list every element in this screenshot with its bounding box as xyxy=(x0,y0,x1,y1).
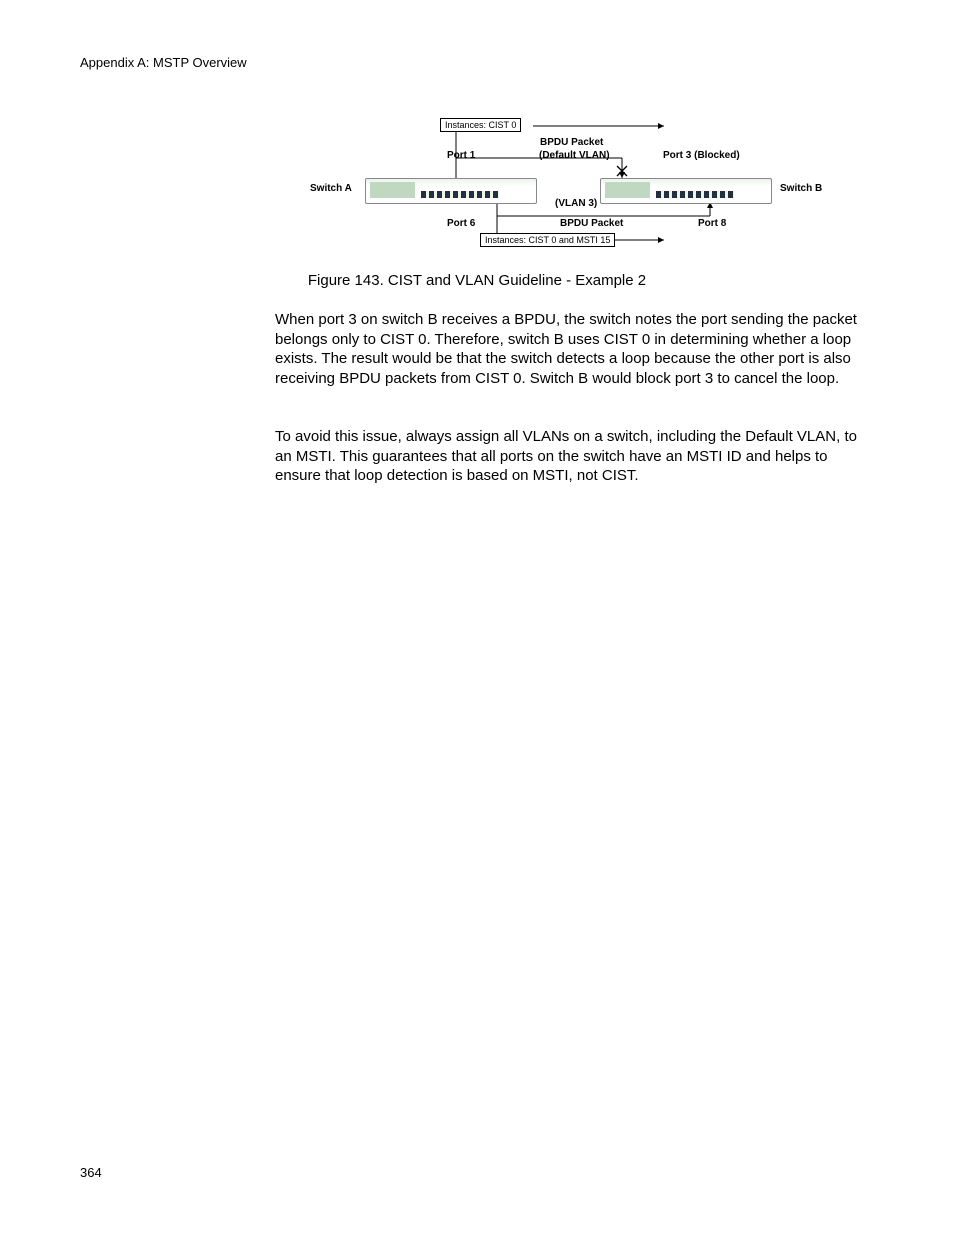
bpdu-bottom-label: BPDU Packet xyxy=(560,218,623,229)
page-number: 364 xyxy=(80,1165,102,1180)
vlan3-label: (VLAN 3) xyxy=(555,198,597,209)
switch-a-icon xyxy=(365,178,537,204)
paragraph-1: When port 3 on switch B receives a BPDU,… xyxy=(275,310,870,388)
default-vlan-label: (Default VLAN) xyxy=(539,150,610,161)
header-appendix: Appendix A: MSTP Overview xyxy=(80,55,874,70)
figure-caption: Figure 143. CIST and VLAN Guideline - Ex… xyxy=(0,272,954,289)
page: Appendix A: MSTP Overview xyxy=(0,0,954,1235)
paragraph-2: To avoid this issue, always assign all V… xyxy=(275,427,870,486)
port3-label: Port 3 (Blocked) xyxy=(663,150,740,161)
figure-diagram: Instances: CIST 0 BPDU Packet (Default V… xyxy=(310,110,870,250)
switch-b-label: Switch B xyxy=(780,183,822,194)
instances-top-box: Instances: CIST 0 xyxy=(440,118,521,132)
switch-b-icon xyxy=(600,178,772,204)
switch-a-label: Switch A xyxy=(310,183,352,194)
port1-label: Port 1 xyxy=(447,150,475,161)
instances-bottom-box: Instances: CIST 0 and MSTI 15 xyxy=(480,233,615,247)
bpdu-top-label: BPDU Packet xyxy=(540,137,603,148)
port8-label: Port 8 xyxy=(698,218,726,229)
port6-label: Port 6 xyxy=(447,218,475,229)
